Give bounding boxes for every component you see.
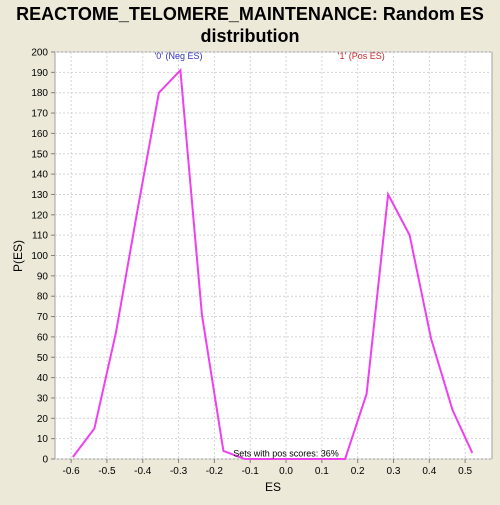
y-tick-label-9: 90 — [37, 271, 49, 282]
y-tick-label-1: 10 — [37, 434, 49, 445]
y-tick-label-16: 160 — [31, 129, 48, 140]
y-tick-label-8: 80 — [37, 292, 49, 303]
y-tick-label-0: 0 — [42, 455, 48, 466]
x-tick-label-8: 0.2 — [351, 466, 365, 477]
annotation-mid: Sets with pos scores: 36% — [233, 448, 339, 458]
y-tick-label-17: 170 — [31, 109, 48, 120]
annotation-pos: '1' (Pos ES) — [338, 51, 385, 61]
y-tick-label-4: 40 — [37, 373, 49, 384]
x-tick-label-4: -0.2 — [206, 466, 224, 477]
annotation-neg: '0' (Neg ES) — [155, 51, 203, 61]
y-tick-label-19: 190 — [31, 68, 48, 79]
series-layer — [72, 68, 474, 460]
y-axis-label: P(ES) — [11, 240, 25, 272]
chart-title-line-1: REACTOME_TELOMERE_MAINTENANCE: Random ES — [16, 4, 484, 24]
x-tick-label-9: 0.3 — [387, 466, 401, 477]
x-tick-label-0: -0.6 — [63, 466, 81, 477]
y-tick-label-5: 50 — [37, 353, 49, 364]
y-tick-label-3: 30 — [37, 393, 49, 404]
y-tick-label-12: 120 — [31, 210, 48, 221]
grid-layer — [55, 51, 492, 460]
y-tick-label-18: 180 — [31, 88, 48, 99]
x-tick-label-1: -0.5 — [98, 466, 116, 477]
x-tick-label-11: 0.5 — [458, 466, 472, 477]
x-tick-label-10: 0.4 — [422, 466, 436, 477]
y-tick-label-20: 200 — [31, 48, 48, 59]
y-tick-label-11: 110 — [32, 231, 48, 242]
tick-layer: -0.6 -0.5 -0.4 -0.3 -0.2 -0.1 0.0 0.1 0.2 0.3 0.4 0… — [31, 48, 472, 478]
y-tick-label-10: 100 — [31, 251, 48, 262]
y-tick-label-7: 70 — [37, 312, 49, 323]
y-tick-label-14: 140 — [31, 170, 48, 181]
y-tick-label-2: 20 — [37, 414, 49, 425]
series-line-0 — [72, 68, 474, 460]
x-tick-label-5: -0.1 — [242, 466, 260, 477]
y-tick-label-6: 60 — [37, 332, 49, 343]
annotation-layer: '0' (Neg ES) '1' (Pos ES) Sets with pos sc… — [155, 51, 385, 458]
x-axis-label: ES — [265, 480, 281, 494]
x-tick-label-6: 0.0 — [279, 466, 293, 477]
x-tick-label-3: -0.3 — [170, 466, 188, 477]
y-tick-label-13: 130 — [31, 190, 48, 201]
chart-title-line-2: distribution — [201, 26, 300, 46]
x-tick-label-2: -0.4 — [134, 466, 152, 477]
x-tick-label-7: 0.1 — [315, 466, 329, 477]
y-tick-label-15: 150 — [31, 149, 48, 160]
